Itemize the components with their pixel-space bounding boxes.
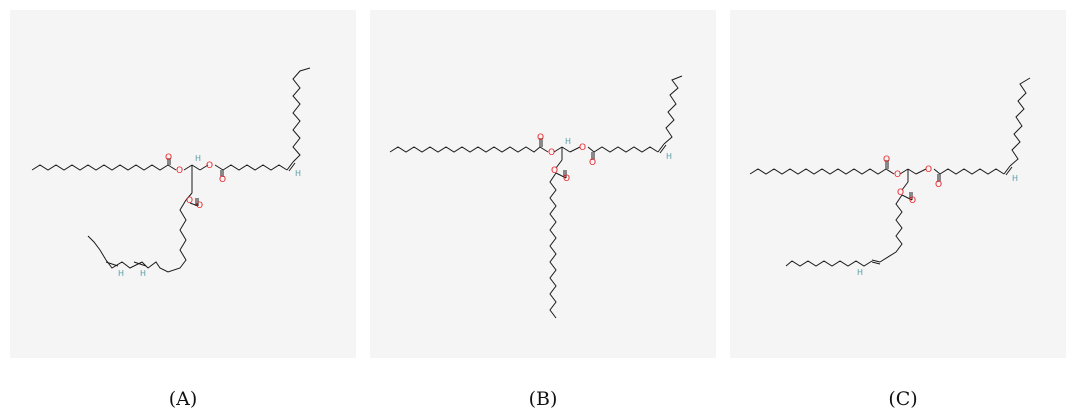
oxygen-atom: O: [206, 161, 213, 171]
structure-panel-b: O O H O O H O O: [370, 10, 716, 358]
hydrogen-atom: H: [1012, 174, 1018, 183]
oxygen-atom: O: [894, 170, 901, 180]
oxygen-atom: O: [909, 196, 916, 206]
atom-labels-a: O O H O O H O O H H: [118, 153, 301, 278]
caption-b: (B): [528, 388, 558, 410]
oxygen-atom: O: [548, 148, 555, 158]
hydrogen-atom: H: [857, 268, 863, 277]
oxygen-atom: O: [897, 188, 904, 198]
oxygen-atom: O: [176, 166, 183, 176]
atom-labels-c: O O O O H O O H: [857, 155, 1018, 277]
molecule-b: [389, 75, 683, 319]
oxygen-atom: O: [589, 158, 596, 168]
caption-c: (C): [888, 388, 918, 410]
oxygen-atom: O: [551, 166, 558, 176]
molecule-c: [749, 77, 1031, 267]
hydrogen-atom: H: [565, 137, 571, 146]
hydrogen-atom: H: [666, 152, 672, 161]
oxygen-atom: O: [579, 143, 586, 153]
oxygen-atom: O: [196, 201, 203, 211]
oxygen-atom: O: [219, 175, 226, 185]
oxygen-atom: O: [186, 196, 193, 206]
structure-panel-c: O O O O H O O H: [730, 10, 1066, 358]
atom-labels-b: O O H O O H O O: [537, 133, 672, 184]
oxygen-atom: O: [925, 165, 932, 175]
oxygen-atom: O: [563, 174, 570, 184]
hydrogen-atom: H: [195, 154, 201, 163]
molecule-a: [31, 67, 311, 273]
oxygen-atom: O: [165, 153, 172, 163]
oxygen-atom: O: [935, 180, 942, 190]
caption-a: (A): [168, 388, 198, 410]
oxygen-atom: O: [537, 133, 544, 143]
hydrogen-atom: H: [118, 269, 124, 278]
oxygen-atom: O: [883, 155, 890, 165]
hydrogen-atom: H: [140, 269, 146, 278]
structure-panel-a: O O H O O H O O H H: [10, 10, 356, 358]
hydrogen-atom: H: [295, 169, 301, 178]
